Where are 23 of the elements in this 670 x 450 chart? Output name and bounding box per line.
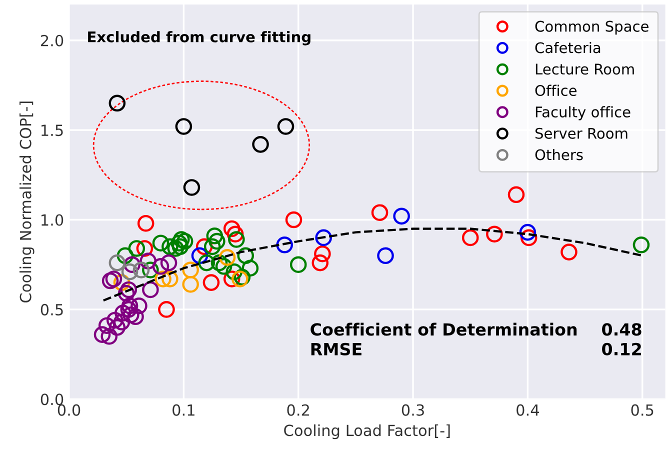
legend-label: Common Space (535, 20, 648, 35)
legend-label: Office (535, 84, 577, 96)
y-tick-label: 0.0 (40, 394, 64, 406)
x-tick-label: 0.4 (516, 404, 539, 416)
y-tick-label: 1.0 (42, 214, 64, 226)
text: RMSE 0.12 (311, 342, 641, 356)
legend-label: Lecture Room (536, 64, 634, 75)
x-tick-label: 0.0 (58, 404, 80, 416)
y-tick-label: 2.0 (40, 34, 64, 46)
y-axis-title: Cooling Normalized COP[-] (20, 102, 34, 302)
legend-label: Others (535, 148, 583, 160)
legend-label: Cafeteria (535, 42, 600, 54)
annotation: Excluded from curve fitting (88, 31, 310, 46)
text: Coefficient of Determination 0.48 (310, 322, 642, 336)
legend-label: Server Room (535, 128, 628, 139)
x-tick-label: 0.5 (631, 404, 654, 416)
y-tick-label: 0.5 (40, 304, 63, 316)
x-tick-label: 0.1 (172, 404, 194, 416)
x-tick-label: 0.3 (402, 404, 424, 416)
legend-label: Faculty office (536, 106, 630, 120)
x-axis-title: Cooling Load Factor[-] (284, 424, 450, 440)
x-tick-label: 0.2 (287, 404, 309, 416)
y-tick-label: 1.5 (42, 124, 63, 136)
